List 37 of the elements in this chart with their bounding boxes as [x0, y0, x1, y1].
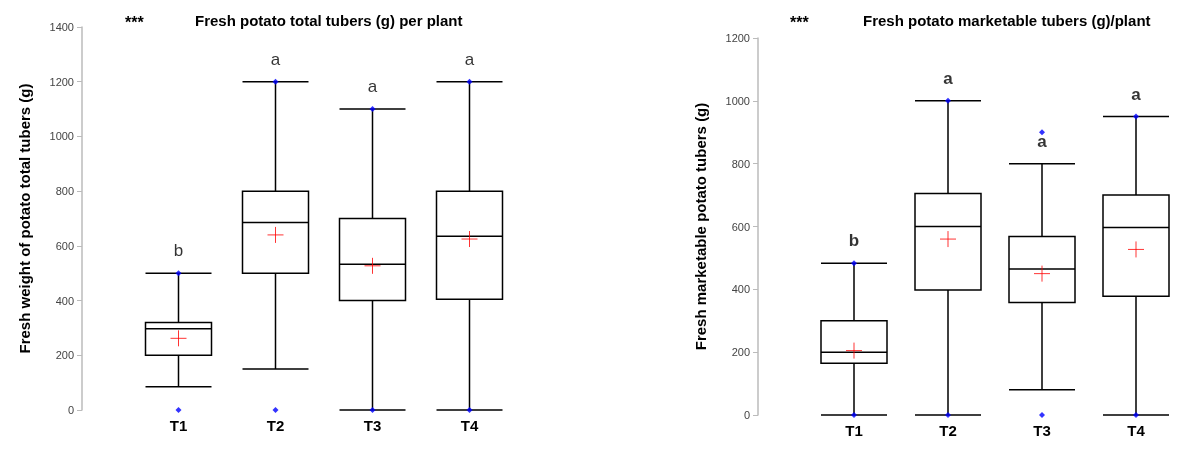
annotation: b	[173, 241, 184, 261]
y-tick-label: 600	[731, 220, 750, 233]
annotation: a	[1131, 84, 1142, 104]
y-tick-label: 800	[731, 157, 750, 170]
annotation: a	[464, 49, 475, 69]
x-tick-label: T2	[266, 417, 285, 434]
x-tick-label: T4	[1127, 422, 1146, 439]
annotation: b	[848, 231, 860, 251]
y-tick-label: 1200	[725, 32, 750, 44]
y-axis-title: Fresh marketable potato tubers (g)	[692, 102, 709, 351]
annotation: a	[270, 49, 281, 69]
y-tick-label: 0	[67, 404, 74, 416]
y-tick-label: 200	[55, 349, 74, 362]
y-tick-label: 800	[55, 185, 74, 198]
y-tick-label: 1000	[725, 94, 750, 107]
y-tick-label: 0	[743, 409, 750, 421]
x-tick-label: T2	[939, 422, 957, 439]
y-tick-label: 200	[731, 346, 750, 359]
x-tick-label: T3	[363, 417, 382, 434]
text: ***	[790, 13, 810, 31]
chart-title: Fresh potato total tubers (g) per plant	[195, 12, 463, 29]
y-tick-label: 1200	[49, 75, 74, 88]
y-tick-label: 1000	[49, 130, 74, 143]
annotation: ***	[125, 13, 145, 31]
y-axis-title: Fresh weight of potato total tubers (g)	[16, 83, 33, 354]
annotation: a	[1037, 131, 1048, 151]
y-tick-label: 600	[55, 239, 74, 252]
y-tick-label: 400	[55, 294, 74, 307]
x-tick-label: T4	[460, 417, 479, 434]
y-tick-label: 400	[731, 283, 750, 296]
x-tick-label: T3	[1033, 422, 1051, 439]
x-tick-label: T1	[845, 422, 863, 439]
annotation: a	[943, 68, 954, 88]
y-tick-label: 1400	[49, 21, 74, 33]
x-tick-label: T1	[169, 417, 188, 434]
annotation: a	[367, 77, 378, 97]
chart-title: Fresh potato marketable tubers (g)/plant	[863, 12, 1151, 29]
